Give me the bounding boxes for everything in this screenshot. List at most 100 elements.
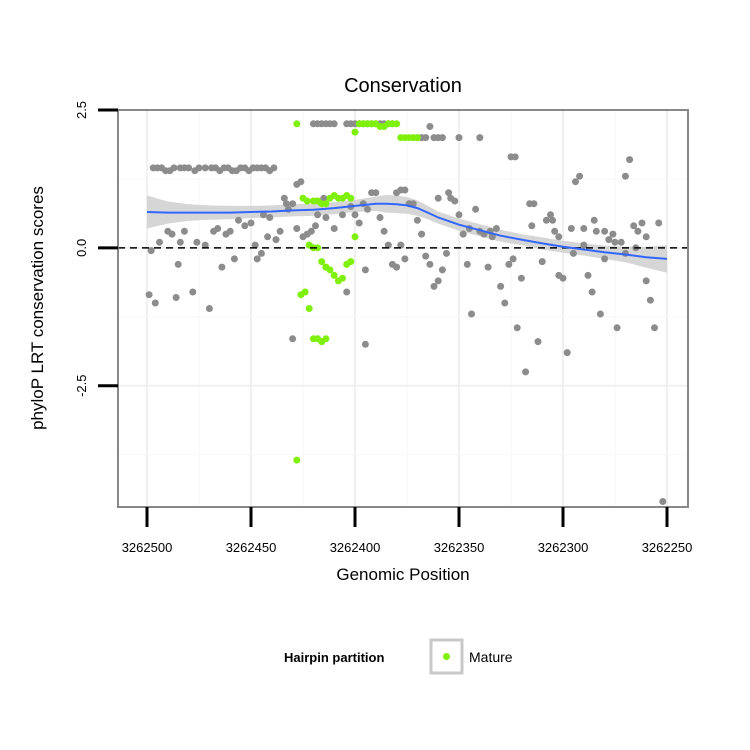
- data-point-other: [260, 211, 267, 219]
- data-point-other: [422, 252, 430, 260]
- data-point-other: [592, 227, 600, 235]
- data-point-mature: [351, 128, 359, 136]
- data-point-other: [517, 274, 525, 282]
- points-other: [145, 120, 667, 505]
- data-point-other: [372, 189, 380, 197]
- data-point-other: [426, 123, 434, 130]
- data-point-other: [659, 498, 667, 505]
- data-point-other: [397, 241, 405, 249]
- data-point-mature: [413, 134, 421, 142]
- data-point-other: [455, 211, 463, 219]
- data-point-other: [174, 260, 182, 268]
- data-point-other: [297, 178, 305, 186]
- y-tick-label: -2.5: [74, 374, 89, 396]
- data-point-other: [511, 153, 519, 161]
- data-point-mature: [318, 258, 326, 266]
- y-tick-label: 0.0: [74, 239, 89, 257]
- data-point-other: [247, 219, 255, 227]
- data-point-other: [272, 236, 280, 244]
- x-axis: 3262500 3262450 3262400 3262350 3262300 32622…: [122, 507, 692, 555]
- data-point-other: [590, 216, 598, 224]
- data-point-other: [312, 222, 319, 230]
- confidence-band-area: [147, 194, 667, 273]
- data-point-other: [430, 282, 438, 290]
- data-point-other: [445, 189, 453, 197]
- smooth-line: [146, 202, 668, 260]
- data-point-other: [422, 134, 430, 142]
- confidence-band: [147, 194, 667, 273]
- data-point-other: [185, 164, 193, 172]
- data-point-mature: [305, 305, 313, 312]
- panel-background: [118, 110, 688, 507]
- data-point-other: [330, 225, 338, 232]
- data-point-other: [611, 238, 619, 246]
- data-point-other: [361, 340, 369, 348]
- data-point-mature: [339, 274, 346, 282]
- data-point-other: [438, 266, 446, 274]
- panel-border: [117, 109, 689, 508]
- data-point-other: [655, 219, 663, 227]
- data-point-other: [549, 216, 557, 224]
- data-point-mature: [326, 266, 334, 274]
- data-point-other: [384, 241, 392, 249]
- data-point-other: [563, 349, 571, 357]
- data-point-other: [156, 238, 163, 246]
- data-point-other: [580, 241, 588, 249]
- data-point-other: [314, 211, 322, 219]
- data-point-other: [438, 134, 446, 142]
- data-point-other: [651, 324, 658, 332]
- data-point-other: [201, 164, 209, 172]
- data-point-other: [307, 227, 315, 235]
- data-point-other: [513, 324, 521, 332]
- data-point-other: [621, 172, 629, 180]
- data-point-other: [567, 225, 575, 232]
- data-point-other: [264, 233, 272, 241]
- data-point-other: [401, 255, 409, 263]
- data-point-other: [151, 299, 159, 307]
- data-point-other: [426, 260, 434, 268]
- data-point-other: [355, 219, 363, 227]
- data-point-other: [257, 249, 265, 257]
- data-point-other: [282, 200, 290, 208]
- data-point-other: [170, 164, 178, 172]
- data-point-other: [528, 222, 536, 230]
- data-point-other: [176, 238, 184, 246]
- chart-title: Conservation: [344, 75, 462, 97]
- data-point-other: [468, 310, 475, 318]
- x-tick-label: 3262350: [434, 540, 485, 555]
- data-point-other: [351, 211, 359, 219]
- data-point-other: [418, 230, 426, 238]
- data-point-other: [509, 255, 517, 263]
- data-point-other: [613, 324, 621, 332]
- data-point-other: [266, 214, 274, 221]
- x-tick-label: 3262300: [538, 540, 589, 555]
- data-point-other: [443, 249, 450, 257]
- data-point-other: [488, 233, 496, 241]
- data-point-other: [555, 233, 563, 241]
- data-point-other: [551, 227, 559, 235]
- data-point-other: [534, 338, 542, 346]
- data-point-other: [226, 227, 234, 235]
- data-point-other: [572, 178, 579, 186]
- data-point-other: [630, 222, 638, 230]
- data-point-other: [193, 238, 201, 246]
- data-point-other: [409, 200, 417, 208]
- data-point-other: [547, 211, 554, 219]
- data-point-other: [364, 205, 371, 213]
- x-tick-label: 3262450: [226, 540, 277, 555]
- data-point-other: [180, 227, 188, 235]
- data-point-other: [538, 258, 546, 266]
- data-point-other: [230, 255, 238, 263]
- data-point-other: [501, 299, 509, 307]
- data-point-other: [576, 172, 584, 180]
- data-point-other: [195, 164, 203, 172]
- data-point-other: [569, 249, 577, 257]
- data-point-mature: [297, 291, 305, 299]
- y-axis-title: phyloP LRT conservation scores: [28, 186, 47, 430]
- data-point-other: [605, 236, 613, 244]
- data-point-other: [168, 230, 176, 238]
- data-point-other: [609, 230, 617, 238]
- data-point-other: [463, 260, 471, 268]
- grid-lines: [118, 109, 688, 507]
- data-point-other: [241, 222, 249, 230]
